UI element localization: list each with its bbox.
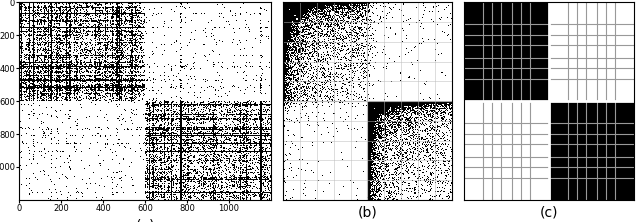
X-axis label: (a): (a): [135, 218, 155, 222]
X-axis label: (c): (c): [540, 205, 558, 219]
X-axis label: (b): (b): [358, 205, 378, 219]
